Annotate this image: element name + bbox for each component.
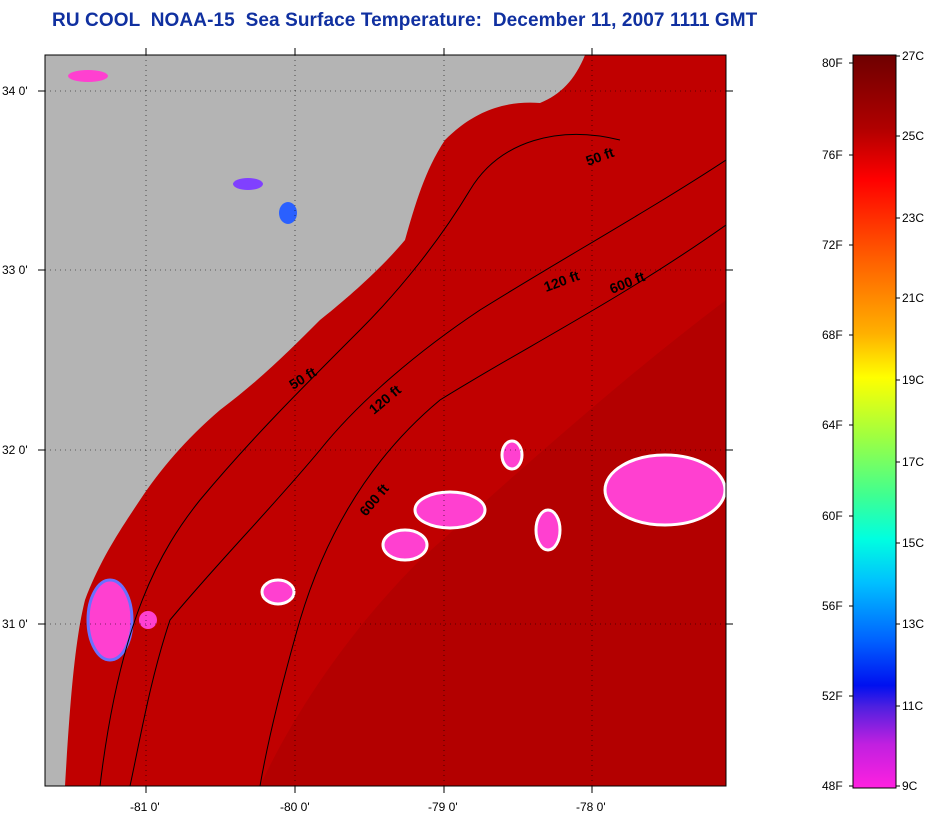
- colorbar-f-label: 80F: [822, 56, 843, 70]
- lat-label: 32 0': [2, 443, 28, 457]
- colorbar-c-label: 15C: [902, 536, 924, 550]
- lat-label: 31 0': [2, 617, 28, 631]
- longitude-axis: -81 0' -80 0' -79 0' -78 0': [130, 48, 606, 814]
- map-image-area: [45, 55, 726, 786]
- colorbar-c-label: 21C: [902, 291, 924, 305]
- lon-label: -80 0': [280, 800, 310, 814]
- map-title: RU COOL NOAA-15 Sea Surface Temperature:…: [52, 10, 758, 31]
- land-mass: [45, 55, 585, 786]
- graticule: [45, 55, 726, 786]
- colorbar-f-label: 60F: [822, 509, 843, 523]
- colorbar-c-label: 25C: [902, 129, 924, 143]
- colorbar-c-label: 23C: [902, 211, 924, 225]
- colorbar-c-label: 27C: [902, 49, 924, 63]
- colorbar-f-label: 56F: [822, 599, 843, 613]
- lat-label: 33 0': [2, 263, 28, 277]
- colorbar-c-label: 13C: [902, 617, 924, 631]
- colorbar-f-label: 52F: [822, 689, 843, 703]
- colorbar-f-label: 48F: [822, 779, 843, 793]
- colorbar-c-label: 9C: [902, 779, 918, 793]
- map-frame: [44, 54, 727, 787]
- temperature-colorbar: 80F 76F 72F 68F 64F 60F 56F 52F 48F 27C …: [822, 49, 924, 793]
- colorbar-c-label: 17C: [902, 455, 924, 469]
- cloud-mask-patches: [68, 70, 726, 662]
- colorbar-f-label: 64F: [822, 418, 843, 432]
- colorbar-f-label: 72F: [822, 238, 843, 252]
- colorbar-c-label: 11C: [902, 699, 923, 713]
- colorbar-f-label: 76F: [822, 148, 843, 162]
- latitude-axis: 34 0' 33 0' 32 0' 31 0': [2, 84, 733, 631]
- colorbar-f-label: 68F: [822, 328, 843, 342]
- lon-label: -78 0': [576, 800, 606, 814]
- gulf-stream-warm-water: [260, 300, 726, 786]
- lon-label: -81 0': [130, 800, 160, 814]
- lat-label: 34 0': [2, 84, 28, 98]
- lon-label: -79 0': [428, 800, 458, 814]
- colorbar-c-label: 19C: [902, 373, 924, 387]
- colorbar-gradient: [852, 54, 897, 789]
